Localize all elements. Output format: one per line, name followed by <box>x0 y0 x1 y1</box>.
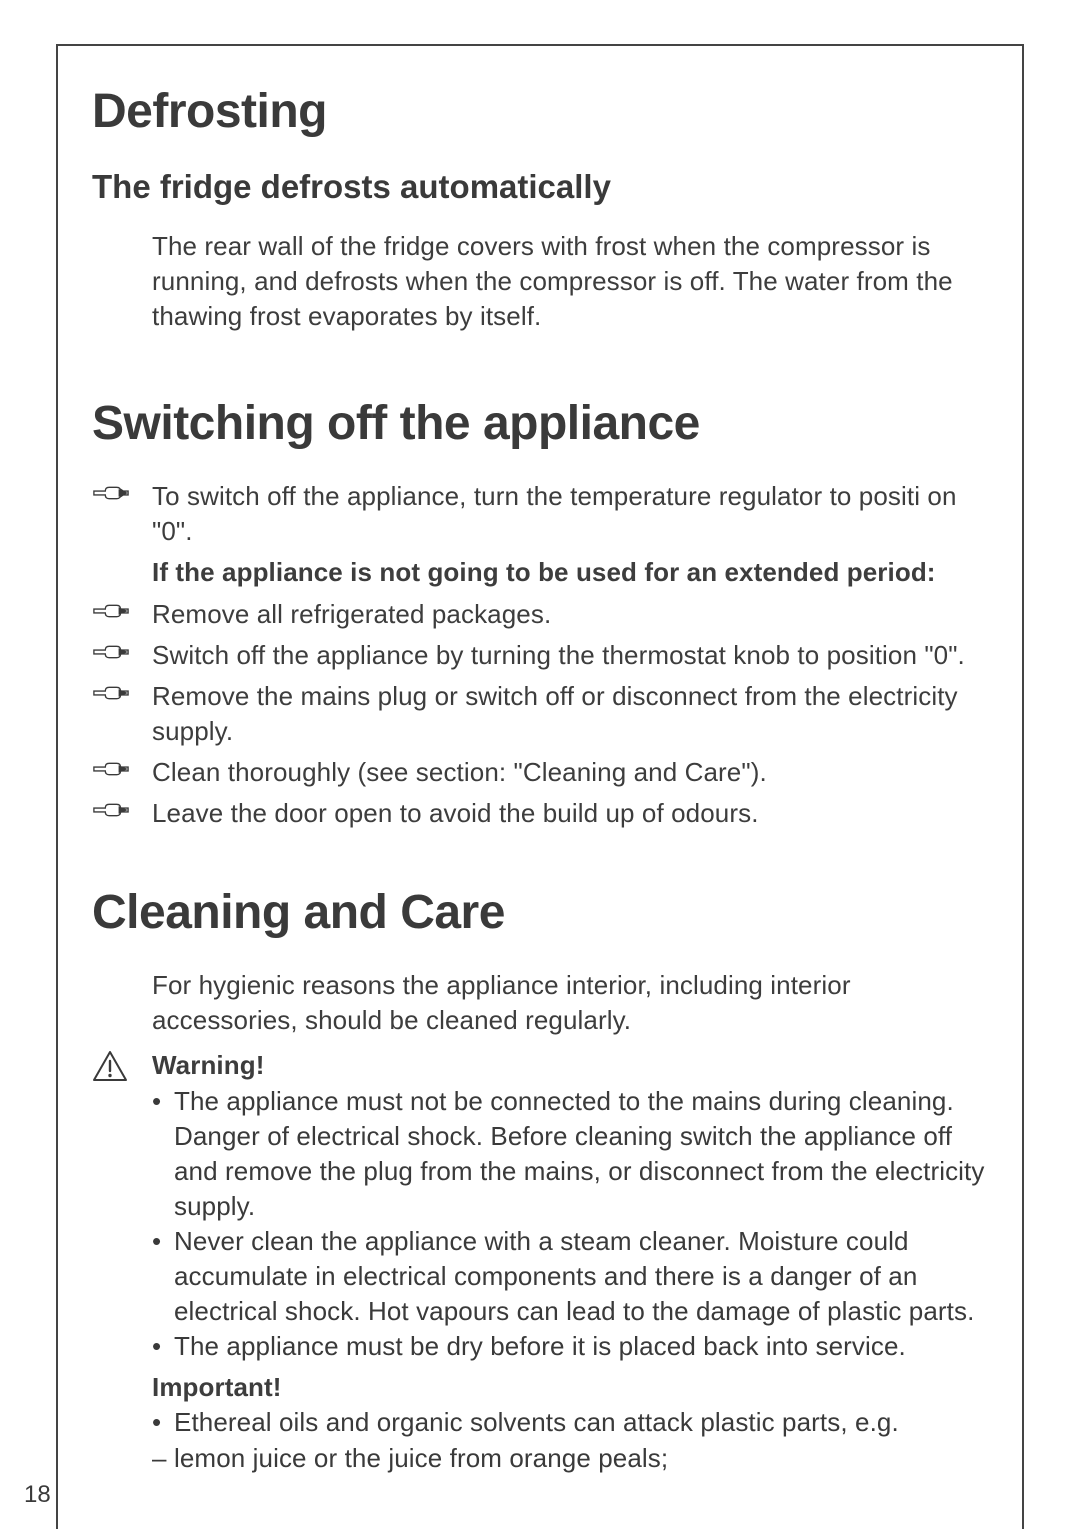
step-row: Clean thoroughly (see section: "Cleaning… <box>92 755 988 790</box>
step-text: To switch off the appliance, turn the te… <box>152 479 988 590</box>
hand-pointer-icon <box>92 597 152 628</box>
warning-triangle-icon <box>92 1048 152 1087</box>
step-text: Clean thoroughly (see section: "Cleaning… <box>152 755 988 790</box>
hand-pointer-icon <box>92 796 152 827</box>
warning-block: Warning! • The appliance must not be con… <box>92 1048 988 1475</box>
step-row: Switch off the appliance by turning the … <box>92 638 988 673</box>
bullet-icon: • <box>152 1329 174 1364</box>
section-heading-switching-off: Switching off the appliance <box>92 396 988 451</box>
bullet-icon: • <box>152 1405 174 1440</box>
section-subheading: The fridge defrosts automatically <box>92 167 988 207</box>
step-row: To switch off the appliance, turn the te… <box>92 479 988 590</box>
bullet-text: Never clean the appliance with a steam c… <box>174 1224 988 1329</box>
hand-pointer-icon <box>92 755 152 786</box>
hand-pointer-icon <box>92 479 152 510</box>
bullet-row: • Never clean the appliance with a steam… <box>152 1224 988 1329</box>
defrosting-paragraph: The rear wall of the fridge covers with … <box>152 229 988 334</box>
bullet-row: • The appliance must be dry before it is… <box>152 1329 988 1364</box>
bullet-icon: • <box>152 1224 174 1259</box>
bullet-row: • Ethereal oils and organic solvents can… <box>152 1405 988 1440</box>
step-text: Remove the mains plug or switch off or d… <box>152 679 988 749</box>
dash-icon: – <box>152 1441 174 1476</box>
bullet-row: • The appliance must not be connected to… <box>152 1084 988 1224</box>
page-number: 18 <box>24 1481 51 1509</box>
bullet-text: Ethereal oils and organic solvents can a… <box>174 1405 988 1440</box>
bullet-icon: • <box>152 1084 174 1119</box>
page-content: Defrosting The fridge defrosts automatic… <box>56 44 1024 1476</box>
hand-pointer-icon <box>92 638 152 669</box>
step-row: Remove the mains plug or switch off or d… <box>92 679 988 749</box>
step-text: Leave the door open to avoid the build u… <box>152 796 988 831</box>
step-text: Remove all refrigerated packages. <box>152 597 988 632</box>
cleaning-intro: For hygienic reasons the appliance inter… <box>152 968 988 1038</box>
warning-label: Warning! <box>152 1048 988 1083</box>
section-heading-cleaning: Cleaning and Care <box>92 885 988 940</box>
dash-row: – lemon juice or the juice from orange p… <box>152 1441 988 1476</box>
bullet-text: The appliance must not be connected to t… <box>174 1084 988 1224</box>
step-row: Remove all refrigerated packages. <box>92 597 988 632</box>
bullet-text: The appliance must be dry before it is p… <box>174 1329 988 1364</box>
step-text: Switch off the appliance by turning the … <box>152 638 988 673</box>
important-label: Important! <box>152 1370 988 1405</box>
hand-pointer-icon <box>92 679 152 710</box>
section-heading-defrosting: Defrosting <box>92 84 988 139</box>
dash-text: lemon juice or the juice from orange pea… <box>174 1441 988 1476</box>
step-row: Leave the door open to avoid the build u… <box>92 796 988 831</box>
